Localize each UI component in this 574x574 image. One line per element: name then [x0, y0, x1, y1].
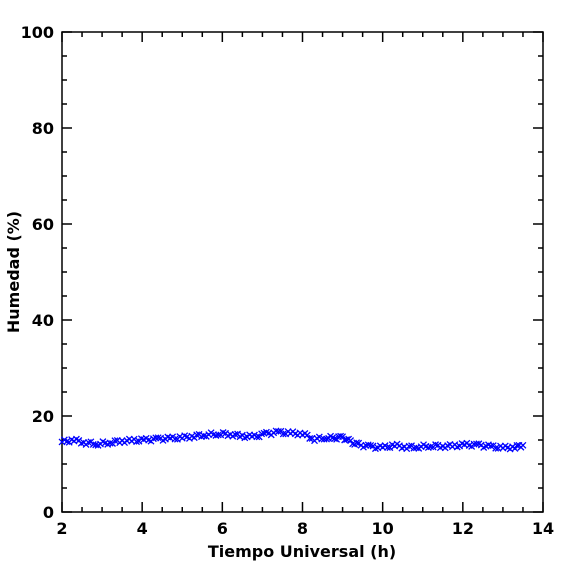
x-tick-label: 4 — [137, 519, 148, 538]
data-point — [306, 435, 314, 442]
data-point — [193, 431, 201, 439]
x-tick-label: 8 — [297, 519, 308, 538]
data-point — [200, 432, 208, 440]
data-point — [349, 440, 357, 448]
x-axis-label: Tiempo Universal (h) — [208, 542, 396, 561]
y-tick-labels: 0 20 40 60 80 100 — [21, 23, 54, 522]
axis-ticks — [61, 31, 544, 513]
data-point — [171, 435, 179, 443]
x-tick-label: 6 — [217, 519, 228, 538]
data-point — [133, 438, 141, 446]
y-axis-label: Humedad (%) — [4, 211, 23, 333]
data-point — [341, 436, 349, 444]
data-point — [343, 436, 351, 444]
data-point — [303, 431, 311, 439]
y-tick-label: 80 — [32, 119, 54, 138]
data-point — [487, 442, 495, 450]
x-tick-label: 2 — [56, 519, 67, 538]
data-point — [214, 431, 222, 439]
data-point — [339, 433, 347, 441]
x-tick-labels: 2 4 6 8 10 12 14 — [56, 519, 554, 538]
data-point — [353, 439, 361, 447]
x-tick-label: 14 — [532, 519, 554, 538]
data-points — [58, 427, 527, 453]
data-point — [274, 427, 282, 435]
data-point — [329, 434, 337, 442]
data-point — [331, 435, 339, 443]
data-point — [323, 435, 331, 443]
data-point — [519, 441, 527, 449]
data-point — [432, 441, 440, 449]
data-point — [427, 443, 435, 451]
y-tick-label: 100 — [21, 23, 54, 42]
data-point — [231, 430, 239, 438]
y-tick-label: 60 — [32, 215, 54, 234]
data-point — [253, 433, 261, 441]
data-point — [492, 444, 500, 452]
y-tick-label: 0 — [43, 503, 54, 522]
data-point — [367, 441, 375, 449]
data-point — [258, 430, 266, 438]
y-tick-label: 20 — [32, 407, 54, 426]
data-point — [111, 437, 119, 445]
data-point — [405, 442, 413, 450]
data-point — [154, 434, 162, 442]
x-tick-label: 10 — [372, 519, 394, 538]
data-point — [513, 442, 521, 449]
data-point — [279, 430, 287, 438]
data-point — [384, 443, 391, 451]
data-point — [106, 439, 114, 447]
y-tick-label: 40 — [32, 311, 54, 330]
x-tick-label: 12 — [452, 519, 474, 538]
